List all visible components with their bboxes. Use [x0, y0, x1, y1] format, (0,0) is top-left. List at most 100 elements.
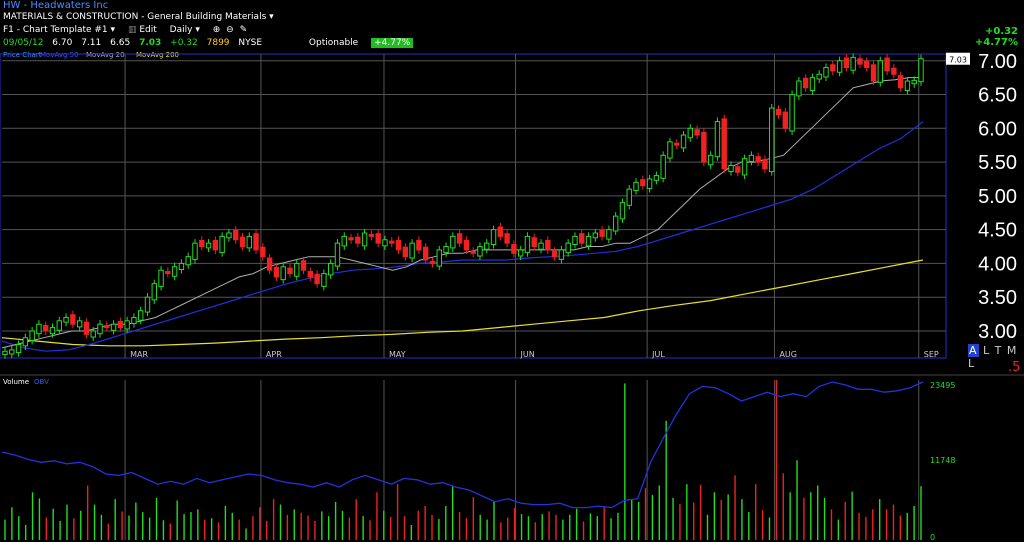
volume-tick-label: 11748: [930, 456, 955, 465]
zoom-out-button[interactable]: ⊖: [226, 25, 234, 35]
zoom-in-button[interactable]: ⊕: [213, 25, 221, 35]
candle-body: [714, 121, 721, 158]
candle-body: [877, 60, 883, 83]
quote-date: 09/05/12: [3, 38, 44, 48]
candle-body: [185, 256, 191, 266]
candle-body: [29, 330, 35, 341]
candle-body: [110, 323, 117, 331]
candle-body: [843, 57, 850, 69]
candle-body: [171, 266, 178, 277]
sector-label: MATERIALS & CONSTRUCTION - General Build…: [3, 12, 267, 22]
quote-exchange: NYSE: [238, 38, 263, 48]
candle-body: [287, 267, 293, 275]
obv-line: [1, 381, 924, 509]
candle-body: [816, 73, 822, 80]
draw-button[interactable]: ✎: [240, 25, 248, 35]
letter-0[interactable]: A: [968, 344, 979, 357]
candle-body: [857, 58, 863, 65]
right-change-pct: +4.77%: [974, 37, 1018, 48]
candle-body: [687, 127, 694, 139]
price-tick-label: 6.50: [978, 85, 1017, 107]
obv-line: [1, 381, 924, 509]
month-tick-label: MAY: [389, 350, 406, 359]
price-tick-label: 7.00: [978, 51, 1017, 73]
letter-4[interactable]: L: [968, 357, 976, 370]
candle-body: [199, 239, 205, 248]
candle-body: [463, 239, 470, 251]
edit-button[interactable]: ▥ Edit: [128, 25, 157, 35]
candle-body: [416, 239, 422, 251]
sector-dropdown[interactable]: MATERIALS & CONSTRUCTION - General Build…: [3, 12, 274, 22]
axes: 7.00 6.50 6.00 5.50 5.00 4.50 4.00 3.50 3.00 MAR A…: [130, 51, 1017, 542]
legend-obv: OBV: [34, 378, 49, 386]
chart-type-letters[interactable]: A L T M L: [968, 344, 1024, 370]
price-panel-frame: [0, 53, 947, 359]
letter-3[interactable]: M: [1006, 344, 1018, 357]
candle-body: [504, 233, 510, 244]
right-change: +0.32 +4.77%: [975, 26, 1018, 48]
candle-body: [97, 323, 103, 335]
candle-body: [769, 107, 775, 173]
candle-body: [165, 271, 171, 275]
candle-body: [409, 242, 415, 259]
candle-body: [15, 343, 22, 354]
candle-body: [327, 262, 334, 276]
price-tag-label: 7.03: [949, 56, 967, 65]
candle-body: [477, 246, 483, 257]
candle-body: [531, 237, 537, 248]
candle-body: [721, 118, 727, 170]
letter-1[interactable]: L: [983, 344, 991, 357]
month-tick-label: MAR: [130, 350, 148, 359]
candle-body: [226, 232, 232, 239]
candle-body: [470, 250, 476, 254]
candle-body: [22, 337, 29, 347]
candle-body: [321, 273, 327, 287]
legend-ma-c: MovAvg 200: [136, 51, 180, 59]
candle-body: [497, 226, 504, 237]
candle-body: [294, 262, 300, 277]
candle-body: [443, 246, 449, 254]
ma50-line: [1, 121, 924, 352]
candle-body: [667, 141, 673, 159]
candle-body: [830, 64, 836, 72]
candle-body: [884, 57, 890, 72]
candle-body: [870, 64, 877, 82]
candle-body: [517, 249, 524, 257]
period-dropdown[interactable]: Daily ▾: [170, 25, 200, 35]
legend-price-chart: Price Chart: [3, 51, 42, 59]
candle-body: [606, 229, 612, 240]
candle-body: [558, 249, 565, 260]
candle-body: [76, 320, 83, 328]
candle-body: [850, 56, 856, 71]
candle-body: [361, 232, 368, 247]
right-change-abs: +0.32: [984, 26, 1018, 37]
candle-body: [612, 215, 619, 232]
candle-body: [775, 108, 782, 116]
candle-body: [592, 232, 599, 239]
candle-body: [90, 330, 96, 338]
candle-body: [585, 235, 592, 247]
candle-body: [762, 158, 768, 170]
volume-tick-label: 0: [930, 533, 935, 542]
template-dropdown[interactable]: F1 - Chart Template #1 ▾: [3, 25, 115, 35]
candle-body: [348, 237, 354, 241]
quote-close: 7.03: [139, 38, 162, 48]
candle-body: [511, 244, 517, 254]
candle-body: [802, 77, 809, 89]
candle-body: [674, 142, 680, 146]
price-tick-label: 6.00: [978, 118, 1017, 140]
edit-icon: ▥: [127, 25, 137, 35]
candle-body: [694, 129, 700, 136]
quote-open: 6.70: [52, 38, 73, 48]
candle-body: [701, 131, 707, 163]
candle-body: [212, 239, 219, 251]
candle-body: [918, 58, 924, 83]
zoom-in-icon: ⊕: [212, 25, 221, 35]
candle-body: [551, 250, 558, 258]
candle-body: [49, 327, 56, 335]
candle-body: [83, 321, 90, 335]
candle-body: [355, 236, 361, 244]
letter-2[interactable]: T: [994, 344, 1003, 357]
candle-body: [436, 249, 442, 267]
